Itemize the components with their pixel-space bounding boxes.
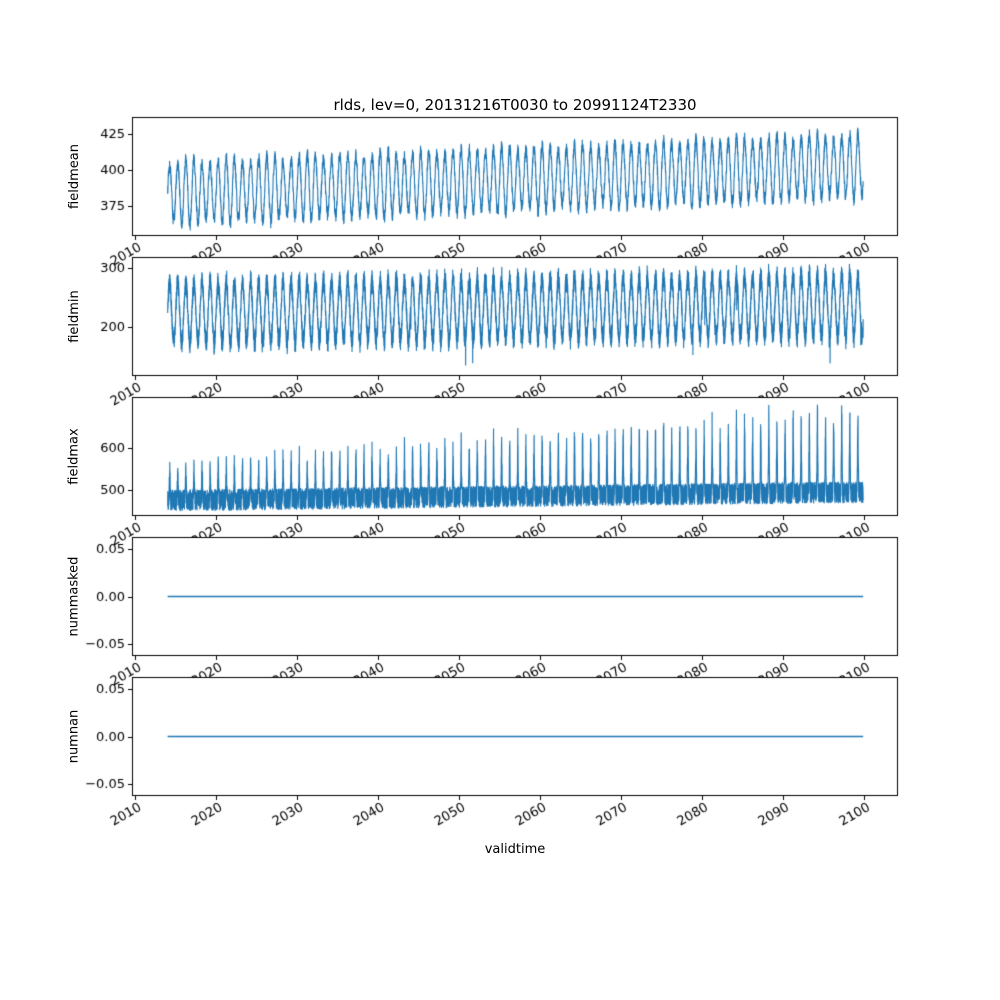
y-axis-label-nummasked: nummasked [66, 556, 82, 637]
figure-title: rlds, lev=0, 20131216T0030 to 20991124T2… [333, 96, 697, 114]
y-axis-label-box-numnan: numnan [50, 677, 98, 796]
y-axis-label-box-fieldmean: fieldmean [50, 117, 98, 236]
y-axis-label-fieldmax: fieldmax [66, 428, 82, 485]
y-axis-label-box-nummasked: nummasked [50, 537, 98, 656]
y-axis-label-box-fieldmax: fieldmax [50, 397, 98, 516]
y-axis-label-fieldmin: fieldmin [66, 290, 82, 343]
y-axis-label-fieldmean: fieldmean [66, 144, 82, 209]
y-axis-label-numnan: numnan [66, 709, 82, 764]
y-axis-label-box-fieldmin: fieldmin [50, 257, 98, 376]
x-axis-label: validtime [484, 842, 546, 857]
